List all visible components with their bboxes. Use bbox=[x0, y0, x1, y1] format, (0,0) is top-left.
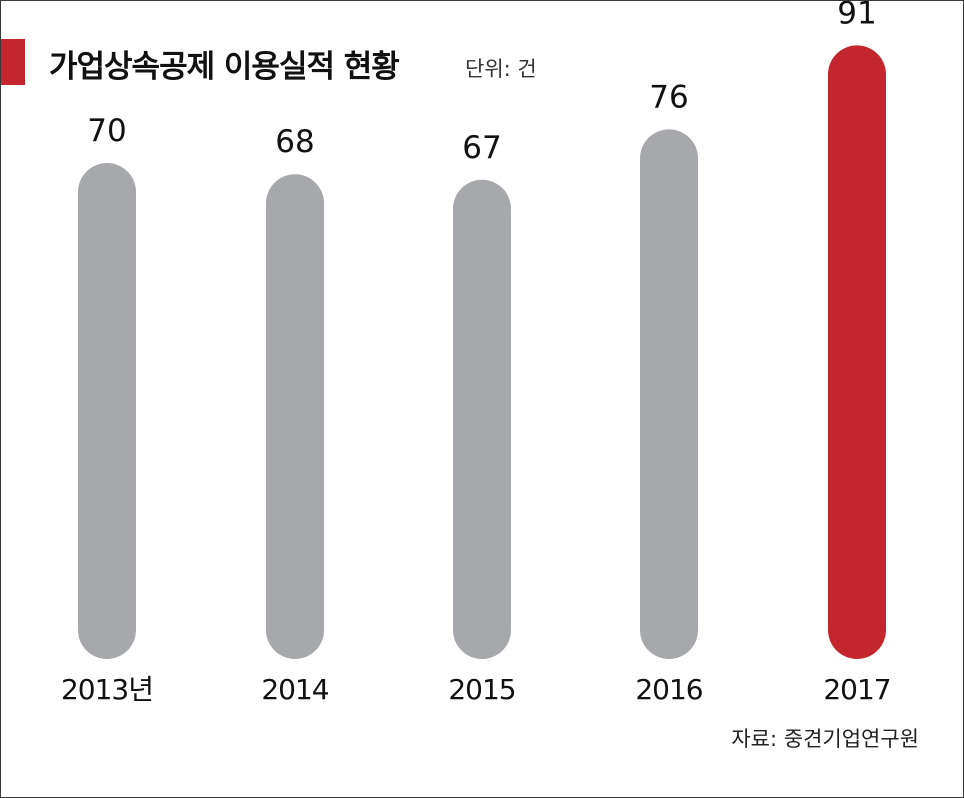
chart-title: 가업상속공제 이용실적 현황 bbox=[49, 49, 400, 85]
source-note: 자료: 중견기업연구원 bbox=[731, 727, 919, 751]
bar-2014 bbox=[266, 174, 324, 659]
unit-label: 단위: 건 bbox=[465, 57, 537, 81]
bar-2016 bbox=[640, 129, 698, 659]
data-label-2013년: 70 bbox=[87, 113, 126, 149]
bar-2013년 bbox=[78, 163, 136, 659]
bar-2017 bbox=[828, 45, 886, 659]
data-label-2015: 67 bbox=[462, 130, 501, 166]
data-label-2016: 76 bbox=[649, 79, 688, 115]
data-label-2017: 91 bbox=[837, 1, 876, 31]
title-accent-bar bbox=[1, 39, 25, 85]
category-label-2014: 2014 bbox=[261, 673, 328, 706]
category-label-2013년: 2013년 bbox=[61, 673, 153, 706]
category-label-2017: 2017 bbox=[823, 673, 890, 706]
category-label-2015: 2015 bbox=[448, 673, 515, 706]
category-label-2016: 2016 bbox=[635, 673, 702, 706]
bar-2015 bbox=[453, 179, 511, 660]
data-label-2014: 68 bbox=[275, 124, 314, 160]
